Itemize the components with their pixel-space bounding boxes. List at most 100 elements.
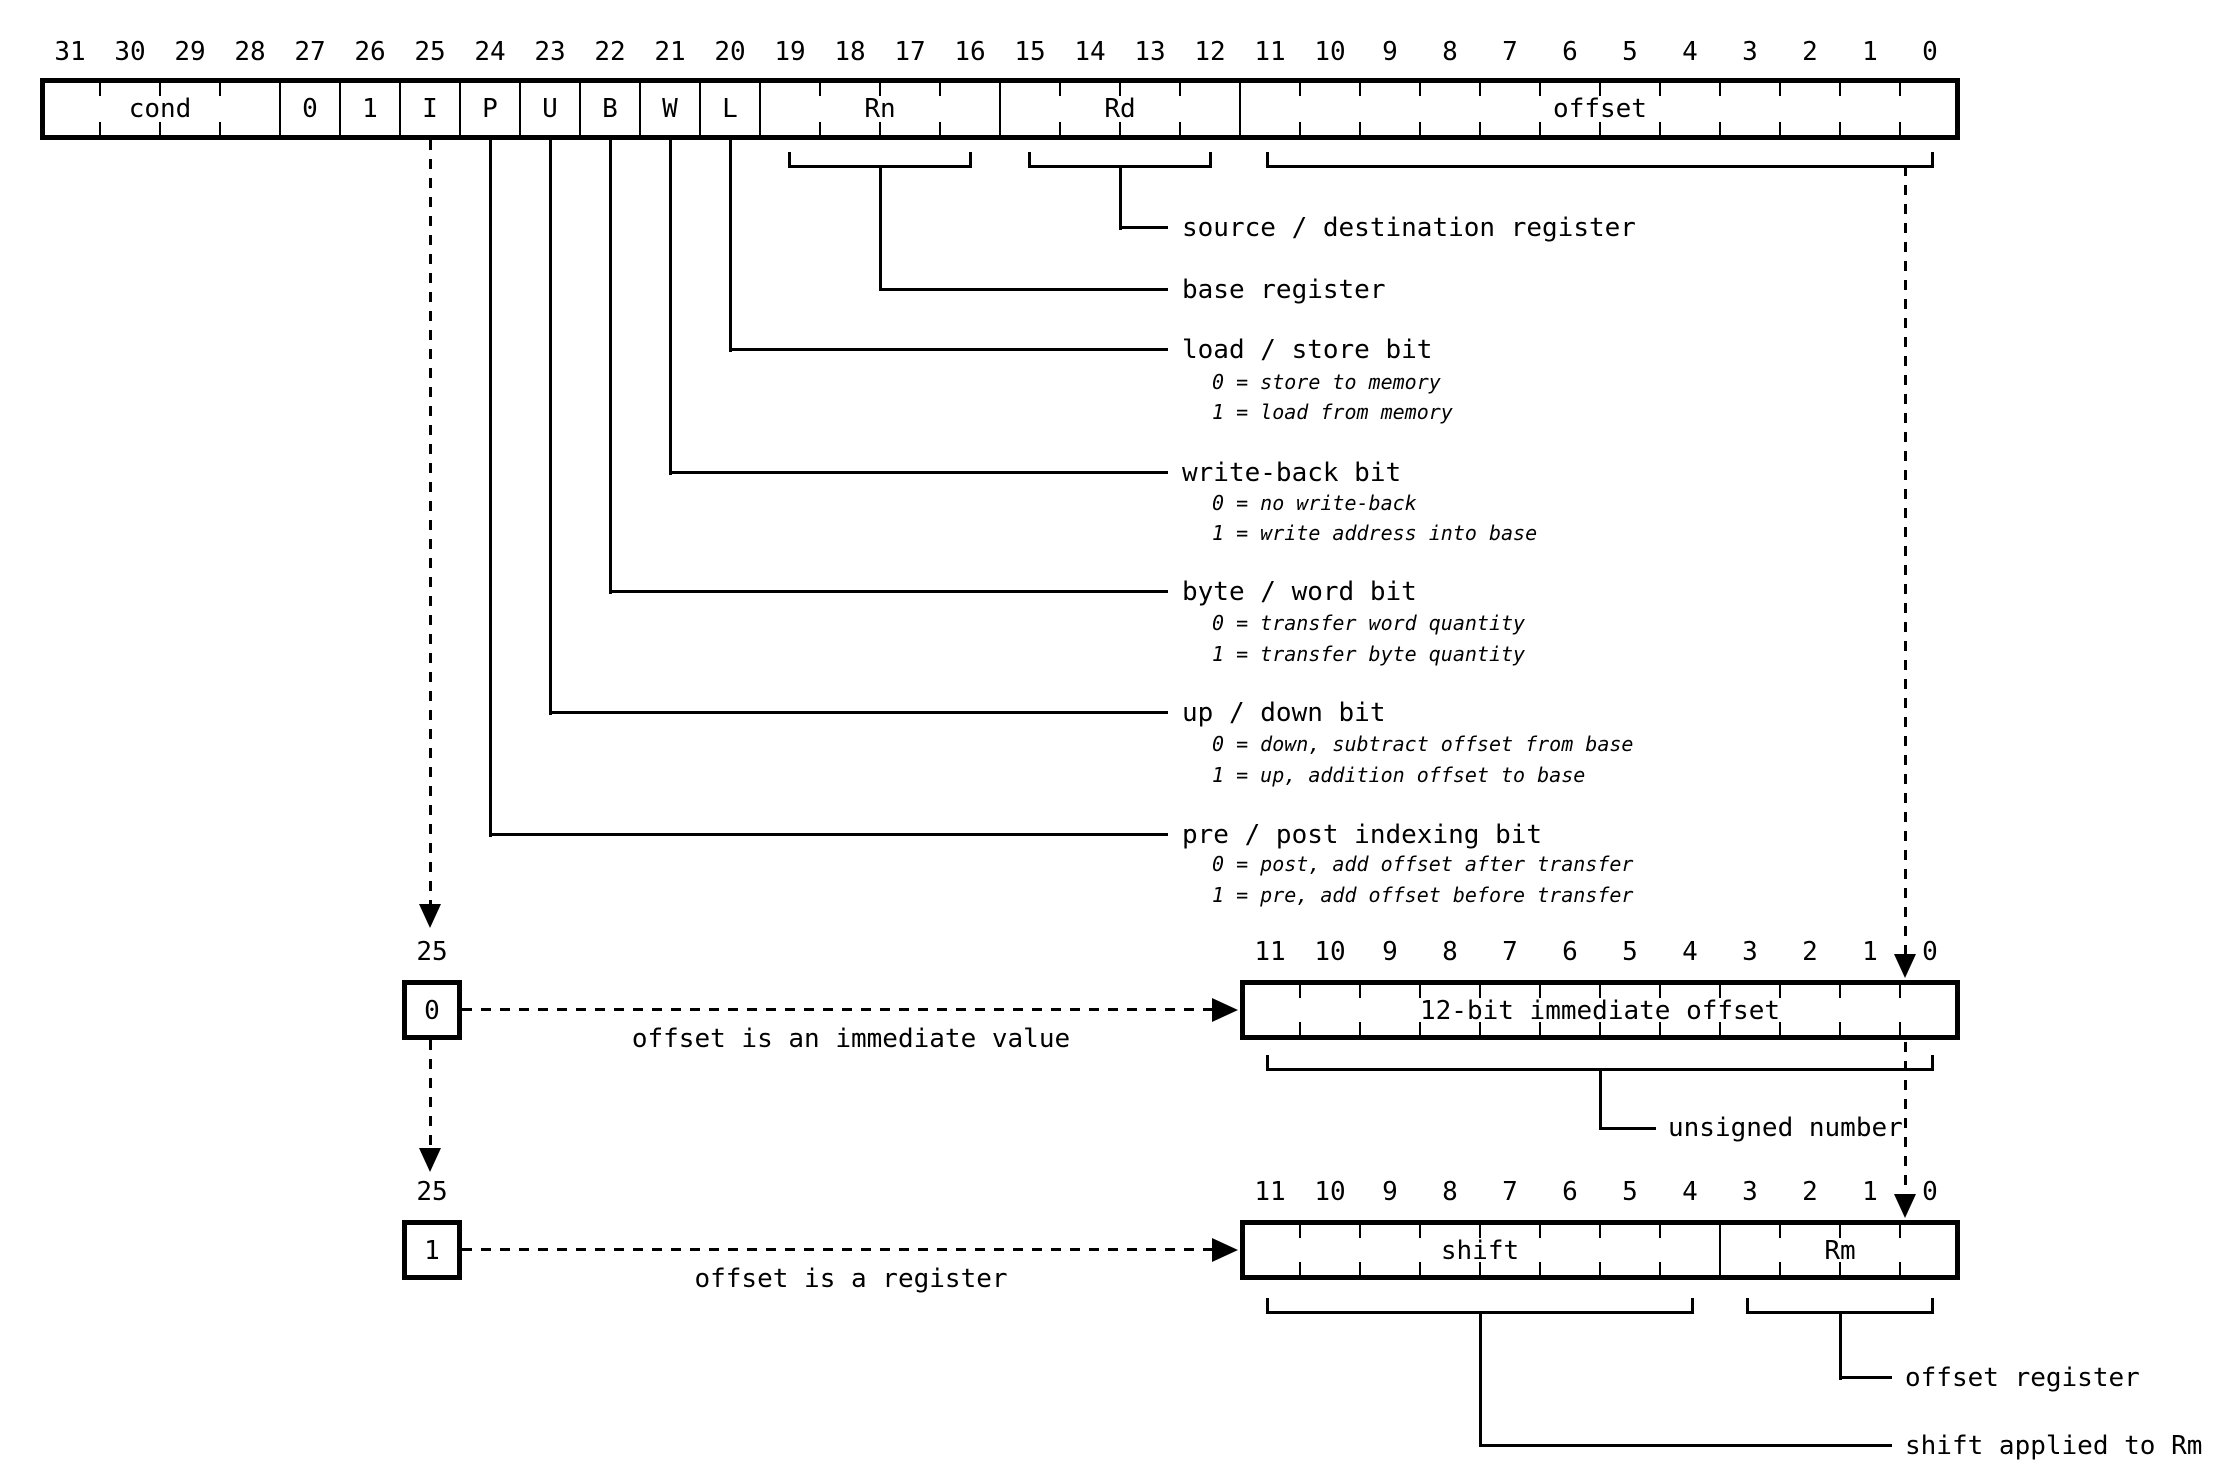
- callout-note: 0 = no write-back: [1212, 491, 1417, 515]
- bit-number: 31: [54, 37, 86, 67]
- w-callout-line: [669, 138, 672, 475]
- bit-number: 5: [1622, 1177, 1638, 1207]
- register-bit-number-row: 11 10 9 8 7 6 5 4 3 2 1 0: [1240, 1177, 1960, 1207]
- field-separator: [1239, 83, 1241, 135]
- bit-number: 3: [1742, 1177, 1758, 1207]
- down-arrow-icon: [419, 1148, 441, 1172]
- bit-number: 24: [474, 37, 506, 67]
- bit-number: 4: [1682, 1177, 1698, 1207]
- callout-note: 0 = post, add offset after transfer: [1212, 852, 1634, 876]
- field-separator: [699, 83, 701, 135]
- b-callout-line: [609, 590, 1168, 593]
- i-value-1: 1: [424, 1236, 440, 1266]
- shift-rm-top-ticks: [1245, 1225, 1955, 1238]
- annotation-offset-register: offset register: [1905, 1363, 2140, 1393]
- immediate-dashed-arrow: [462, 1008, 1212, 1011]
- field-const1: 1: [362, 94, 378, 124]
- bit-number: 25: [414, 37, 446, 67]
- b-callout-line: [609, 138, 612, 594]
- field-separator: [279, 83, 281, 135]
- i-value-1-box: [402, 1220, 462, 1280]
- field-U: U: [542, 94, 558, 124]
- bit-number: 7: [1502, 1177, 1518, 1207]
- field-W: W: [662, 94, 678, 124]
- shift-applied-line: [1479, 1312, 1482, 1447]
- bit-number: 11: [1254, 937, 1286, 967]
- bit-number: 11: [1254, 37, 1286, 67]
- bit-number: 23: [534, 37, 566, 67]
- field-shift: shift: [1440, 1236, 1520, 1266]
- bit-number: 2: [1802, 1177, 1818, 1207]
- field-separator: [399, 83, 401, 135]
- unsigned-number-line: [1599, 1127, 1656, 1130]
- immediate-box-bottom-ticks: [1245, 1022, 1955, 1035]
- callout-note: 1 = transfer byte quantity: [1212, 642, 1526, 666]
- bit-number: 29: [174, 37, 206, 67]
- field-separator: [999, 83, 1001, 135]
- offset-bracket: [1266, 152, 1934, 168]
- bit-number: 14: [1074, 37, 1106, 67]
- offset-register-line: [1839, 1376, 1892, 1379]
- down-arrow-icon: [1894, 954, 1916, 978]
- field-Rd: Rd: [1104, 94, 1136, 124]
- field-B: B: [602, 94, 618, 124]
- w-callout-line: [669, 471, 1168, 474]
- i-bit-dashed-line: [429, 140, 432, 904]
- bit-number: 19: [774, 37, 806, 67]
- bit-number: 4: [1682, 37, 1698, 67]
- bit-number: 26: [354, 37, 386, 67]
- bit-number: 6: [1562, 937, 1578, 967]
- callout-up-down-bit: up / down bit: [1182, 698, 1386, 728]
- offset-dashed-line: [1904, 1042, 1907, 1194]
- field-Rm: Rm: [1824, 1236, 1856, 1266]
- main-bit-number-row: 31 30 29 28 27 26 25 24 23 22 21 20 19 18 17 16 15 14 13 12…: [40, 37, 1960, 67]
- callout-note: 0 = transfer word quantity: [1212, 611, 1526, 635]
- bit-number: 10: [1314, 37, 1346, 67]
- bit-number: 0: [1922, 37, 1938, 67]
- field-offset: offset: [1553, 94, 1647, 124]
- offset-dashed-line: [1904, 166, 1907, 954]
- register-dashed-arrow: [462, 1248, 1212, 1251]
- bit-number: 9: [1382, 37, 1398, 67]
- bit-number: 2: [1802, 37, 1818, 67]
- bit-number: 1: [1862, 1177, 1878, 1207]
- callout-note: 0 = store to memory: [1212, 370, 1441, 394]
- bit-number: 9: [1382, 937, 1398, 967]
- bit-number: 3: [1742, 37, 1758, 67]
- immediate-box-top-ticks: [1245, 985, 1955, 998]
- bit-number: 0: [1922, 1177, 1938, 1207]
- callout-base-register: base register: [1182, 275, 1386, 305]
- register-arrow-caption: offset is a register: [694, 1264, 1008, 1294]
- field-separator: [639, 83, 641, 135]
- callout-note: 1 = up, addition offset to base: [1212, 763, 1586, 787]
- bit-25-label: 25: [416, 937, 448, 967]
- bit-number: 8: [1442, 937, 1458, 967]
- rd-callout-line: [1119, 226, 1168, 229]
- field-immediate-offset: 12-bit immediate offset: [1419, 996, 1781, 1026]
- bit-number: 16: [954, 37, 986, 67]
- field-separator: [459, 83, 461, 135]
- bit-number: 7: [1502, 37, 1518, 67]
- bit-number: 7: [1502, 937, 1518, 967]
- bit-number: 10: [1314, 937, 1346, 967]
- bit-number: 1: [1862, 37, 1878, 67]
- bit-number: 1: [1862, 937, 1878, 967]
- bit-number: 5: [1622, 937, 1638, 967]
- immediate-bit-number-row: 11 10 9 8 7 6 5 4 3 2 1 0: [1240, 937, 1960, 967]
- l-callout-line: [729, 348, 1168, 351]
- bit-number: 6: [1562, 1177, 1578, 1207]
- bit-number: 2: [1802, 937, 1818, 967]
- callout-note: 1 = pre, add offset before transfer: [1212, 883, 1634, 907]
- bit-number: 10: [1314, 1177, 1346, 1207]
- field-separator: [519, 83, 521, 135]
- bit-number: 28: [234, 37, 266, 67]
- immediate-arrow-caption: offset is an immediate value: [631, 1024, 1071, 1054]
- i-bit-dashed-line: [429, 1040, 432, 1148]
- callout-note: 0 = down, subtract offset from base: [1212, 732, 1634, 756]
- field-separator: [759, 83, 761, 135]
- bit-number: 11: [1254, 1177, 1286, 1207]
- field-separator: [579, 83, 581, 135]
- bit-number: 3: [1742, 937, 1758, 967]
- u-callout-line: [549, 711, 1168, 714]
